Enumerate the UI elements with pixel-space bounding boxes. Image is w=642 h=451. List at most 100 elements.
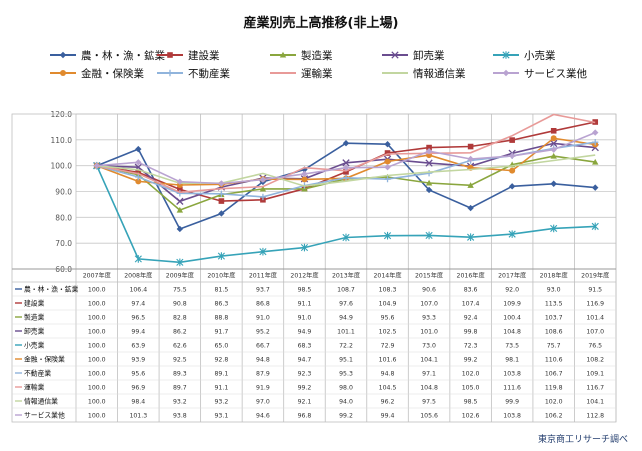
table-cell: 103.8 <box>503 412 521 419</box>
table-cell: 105.0 <box>462 384 480 391</box>
x-tick-label: 2017年度 <box>498 272 526 280</box>
data-point <box>218 198 225 204</box>
data-point <box>550 135 557 142</box>
table-cell: 75.7 <box>547 342 561 349</box>
data-point <box>218 190 225 198</box>
data-point <box>259 247 267 256</box>
data-point <box>508 230 516 238</box>
table-cell: 97.6 <box>339 300 353 307</box>
legend-label: 金融・保険業 <box>81 67 144 80</box>
table-cell: 96.8 <box>298 412 312 419</box>
table-cell: 100.0 <box>88 314 106 321</box>
y-tick-label: 110.0 <box>51 136 73 145</box>
table-cell: 99.4 <box>131 328 145 335</box>
data-point <box>592 138 599 146</box>
table-cell: 92.5 <box>173 356 187 363</box>
table-row-label: サービス業他 <box>24 410 65 419</box>
table-cell: 97.1 <box>422 370 436 377</box>
table-cell: 92.8 <box>214 356 228 363</box>
table-cell: 100.0 <box>88 286 106 293</box>
table-cell: 100.0 <box>88 300 106 307</box>
data-point <box>425 179 433 186</box>
y-tick-label: 90.0 <box>55 188 72 197</box>
table-cell: 97.5 <box>422 398 436 405</box>
table-cell: 73.5 <box>505 342 519 349</box>
table-cell: 75.5 <box>173 286 187 293</box>
legend-marker <box>59 51 67 59</box>
table-cell: 116.7 <box>586 384 604 391</box>
table-cell: 107.0 <box>586 328 604 335</box>
table-cell: 102.0 <box>545 398 563 405</box>
legend-marker <box>502 69 510 77</box>
table-cell: 100.4 <box>503 314 521 321</box>
table-cell: 91.1 <box>298 300 312 307</box>
table-row-label: 小売業 <box>24 340 45 349</box>
x-tick-label: 2016年度 <box>457 272 485 280</box>
table-cell: 93.3 <box>422 314 436 321</box>
table-cell: 100.0 <box>88 398 106 405</box>
data-point <box>342 164 350 171</box>
legend-label: 情報通信業 <box>413 67 466 80</box>
data-point <box>343 169 349 175</box>
table-cell: 110.6 <box>545 356 563 363</box>
data-point <box>217 252 225 260</box>
data-point <box>425 169 433 177</box>
table-cell: 91.0 <box>256 314 270 321</box>
table-cell: 107.0 <box>420 300 438 307</box>
data-point <box>591 222 599 231</box>
table-cell: 93.2 <box>173 398 187 405</box>
data-point <box>592 129 599 136</box>
table-cell: 87.9 <box>256 370 270 377</box>
data-point <box>425 148 433 155</box>
table-cell: 92.3 <box>298 370 312 377</box>
x-tick-label: 2012年度 <box>290 272 318 280</box>
data-point <box>259 176 267 183</box>
table-cell: 109.9 <box>503 300 521 307</box>
table-cell: 95.6 <box>131 370 145 377</box>
table-cell: 105.6 <box>420 412 438 419</box>
y-tick-label: 70.0 <box>55 239 72 248</box>
x-tick-label: 2011年度 <box>249 272 277 280</box>
x-tick-label: 2019年度 <box>581 272 609 280</box>
source-note: 東京商工リサーチ調べ <box>537 435 628 445</box>
table-cell: 99.2 <box>464 356 478 363</box>
legend-label: サービス業他 <box>524 67 587 80</box>
y-tick-label: 80.0 <box>55 213 72 222</box>
data-point <box>342 159 350 167</box>
table-cell: 93.0 <box>547 286 561 293</box>
data-point <box>301 170 308 178</box>
table-cell: 104.8 <box>503 328 521 335</box>
table-row-label: 不動産業 <box>24 368 51 377</box>
table-cell: 81.5 <box>214 286 228 293</box>
data-point <box>550 224 558 233</box>
data-point <box>135 178 142 185</box>
data-point <box>467 143 474 150</box>
table-cell: 109.1 <box>586 370 604 377</box>
table-row-label: 運輸業 <box>24 382 45 391</box>
table-cell: 62.6 <box>173 342 187 349</box>
data-point <box>550 146 557 153</box>
table-cell: 103.7 <box>545 314 563 321</box>
x-tick-label: 2018年度 <box>540 272 568 280</box>
legend-label: 建設業 <box>188 49 220 62</box>
data-point <box>384 158 391 165</box>
table-cell: 94.8 <box>256 356 270 363</box>
table-cell: 94.8 <box>381 370 395 377</box>
table-cell: 104.5 <box>379 384 397 391</box>
data-point <box>592 158 599 165</box>
table-cell: 108.7 <box>337 286 355 293</box>
data-point <box>550 127 557 134</box>
data-point <box>508 183 516 190</box>
table-cell: 89.3 <box>173 370 187 377</box>
legend-marker <box>167 52 173 58</box>
data-point <box>300 243 309 252</box>
data-point <box>135 145 142 153</box>
table-cell: 91.7 <box>214 328 228 335</box>
data-point <box>384 175 391 183</box>
chart-title: 産業別売上高推移(非上場) <box>243 16 399 31</box>
table-cell: 101.3 <box>129 412 147 419</box>
legend-label: 不動産業 <box>188 67 230 80</box>
table-cell: 100.0 <box>88 328 106 335</box>
plot-border <box>11 113 617 423</box>
x-tick-label: 2009年度 <box>166 272 194 280</box>
